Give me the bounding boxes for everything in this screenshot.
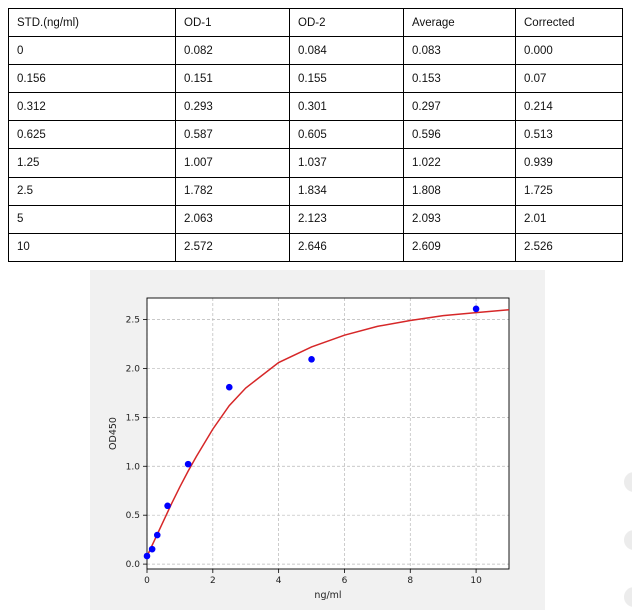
- y-tick-label: 1.5: [126, 413, 140, 423]
- table-cell: 1.007: [175, 148, 290, 178]
- header-average: Average: [403, 7, 516, 38]
- y-tick-label: 1.0: [126, 462, 141, 472]
- chart-panel: 0 2 4 6 8 10 0.0 0.5 1.0 1.5 2.0 2.5 ng/ml OD450: [90, 270, 545, 610]
- table-cell: 1.725: [515, 176, 623, 206]
- plot-area: [147, 298, 509, 569]
- table-cell: 2.572: [175, 232, 290, 262]
- data-point: [225, 383, 233, 391]
- data-point: [308, 356, 315, 363]
- table-cell: 0.082: [175, 36, 290, 66]
- table-cell: 0.587: [175, 120, 290, 150]
- table-cell: 0.000: [515, 36, 623, 66]
- x-tick-label: 4: [276, 576, 282, 586]
- table-cell: 5: [8, 204, 176, 234]
- table-cell: 0.293: [175, 92, 290, 122]
- table-row: 10 2.572 2.646 2.609 2.526: [8, 232, 623, 262]
- x-tick-label: 0: [144, 576, 150, 586]
- table-cell: 2.526: [515, 232, 623, 262]
- table-cell: 0.214: [515, 92, 623, 122]
- table-cell: 0.151: [175, 64, 290, 94]
- table-cell: 2.123: [289, 204, 404, 234]
- table-cell: 2.609: [403, 232, 516, 262]
- header-std: STD.(ng/ml): [8, 7, 176, 38]
- edge-decoration: [624, 472, 632, 607]
- x-tick-label: 2: [210, 576, 216, 586]
- table-cell: 2.5: [8, 176, 176, 206]
- data-point: [143, 552, 151, 560]
- table-cell: 1.782: [175, 176, 290, 206]
- table-cell: 2.646: [289, 232, 404, 262]
- table-cell: 2.063: [175, 204, 290, 234]
- table-cell: 1.022: [403, 148, 516, 178]
- table-cell: 0.07: [515, 64, 623, 94]
- table-row: 0.312 0.293 0.301 0.297 0.214: [8, 92, 623, 122]
- table-row: 0 0.082 0.084 0.083 0.000: [8, 36, 623, 66]
- x-axis-label: ng/ml: [314, 590, 341, 601]
- table-cell: 0.513: [515, 120, 623, 150]
- table-cell: 0.297: [403, 92, 516, 122]
- table-row: 2.5 1.782 1.834 1.808 1.725: [8, 176, 623, 206]
- edge-circle: [624, 472, 632, 492]
- table-cell: 0.605: [289, 120, 404, 150]
- data-point: [148, 545, 156, 553]
- table-row: 0.625 0.587 0.605 0.596 0.513: [8, 120, 623, 150]
- y-tick-label: 2.0: [126, 364, 141, 374]
- data-point: [472, 305, 480, 313]
- points-layer: [143, 305, 480, 560]
- table-body: 0 0.082 0.084 0.083 0.000 0.156 0.151 0.155 0.15…: [8, 36, 623, 262]
- table-cell: 10: [8, 232, 176, 262]
- table-cell: 1.808: [403, 176, 516, 206]
- header-od2: OD-2: [289, 7, 404, 38]
- table-row: 5 2.063 2.123 2.093 2.01: [8, 204, 623, 234]
- table-cell: 0.155: [289, 64, 404, 94]
- standard-curve-chart: 0 2 4 6 8 10 0.0 0.5 1.0 1.5 2.0 2.5 ng/ml OD450: [108, 297, 510, 601]
- table-cell: 0.153: [403, 64, 516, 94]
- table-cell: 1.834: [289, 176, 404, 206]
- table-cell: 0.084: [289, 36, 404, 66]
- y-tick-label: 2.5: [126, 316, 140, 326]
- table-header-row: STD.(ng/ml) OD-1 OD-2 Average Corrected: [8, 7, 623, 38]
- table-row: 0.156 0.151 0.155 0.153 0.07: [8, 64, 623, 94]
- table-cell: 2.093: [403, 204, 516, 234]
- table-cell: 0: [8, 36, 176, 66]
- header-od1: OD-1: [175, 7, 290, 38]
- y-tick-label: 0.0: [126, 560, 141, 570]
- y-tick-label: 0.5: [126, 511, 140, 521]
- table-row: 1.25 1.007 1.037 1.022 0.939: [8, 148, 623, 178]
- table-cell: 1.037: [289, 148, 404, 178]
- table-cell: 0.596: [403, 120, 516, 150]
- x-tick-label: 8: [407, 576, 413, 586]
- table-cell: 0.156: [8, 64, 176, 94]
- data-point: [184, 460, 192, 468]
- table-cell: 0.939: [515, 148, 623, 178]
- grid-layer: [146, 298, 509, 569]
- axes-layer: 0 2 4 6 8 10 0.0 0.5 1.0 1.5 2.0 2.5: [126, 297, 510, 586]
- y-axis-label: OD450: [108, 417, 119, 450]
- x-tick-label: 10: [470, 576, 482, 586]
- plot-frame: [146, 297, 510, 570]
- header-corrected: Corrected: [515, 7, 623, 38]
- table-cell: 0.301: [289, 92, 404, 122]
- data-point: [164, 502, 171, 510]
- x-tick-label: 6: [342, 576, 348, 586]
- table-cell: 0.312: [8, 92, 176, 122]
- edge-circle: [624, 587, 632, 607]
- table-cell: 2.01: [515, 204, 623, 234]
- data-point: [153, 531, 161, 539]
- table-cell: 0.625: [8, 120, 176, 150]
- standard-curve-table: STD.(ng/ml) OD-1 OD-2 Average Corrected …: [8, 7, 623, 262]
- table-cell: 1.25: [8, 148, 176, 178]
- edge-circle: [624, 530, 632, 550]
- table-cell: 0.083: [403, 36, 516, 66]
